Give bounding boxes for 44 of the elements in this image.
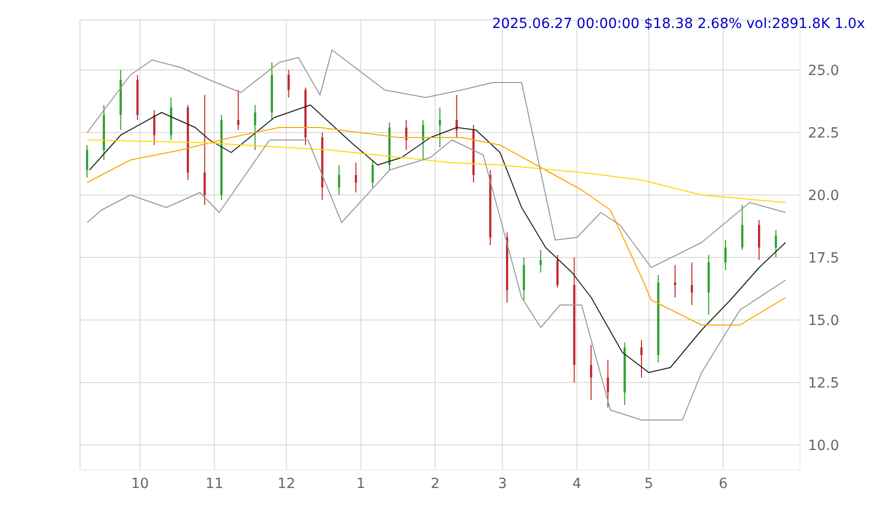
candlestick [590, 344, 592, 400]
candlestick [758, 220, 760, 260]
candlestick [741, 204, 744, 250]
line-series [86, 50, 786, 268]
candlestick [86, 144, 88, 178]
candlestick [690, 262, 693, 306]
candlestick [640, 340, 643, 378]
candlestick [288, 70, 290, 98]
y-tick-label: 15.0 [808, 312, 840, 329]
line-series [86, 140, 786, 420]
x-tick-label: 11 [205, 476, 224, 492]
candlestick [674, 264, 676, 298]
candlestick [153, 110, 156, 146]
line-series [86, 140, 786, 203]
candlestick [438, 107, 441, 148]
line-series [89, 104, 786, 373]
candlestick [724, 240, 727, 270]
x-tick-label: 5 [644, 476, 654, 492]
chart-title: 2025.06.27 00:00:00 $18.38 2.68% vol:2891.8K 1.0x [492, 16, 865, 32]
line-series [86, 127, 786, 326]
candlestick [405, 120, 408, 150]
candlestick [606, 360, 609, 408]
x-tick-label: 6 [718, 476, 728, 492]
y-tick-label: 22.5 [808, 125, 840, 142]
x-tick-label: 1 [356, 476, 366, 492]
y-tick-label: 17.5 [808, 250, 840, 266]
candlestick [254, 104, 256, 150]
candlestick [237, 90, 240, 130]
y-tick-label: 25.0 [808, 62, 840, 79]
x-tick-label: 4 [572, 476, 582, 492]
candlestick [204, 94, 206, 206]
x-tick-label: 3 [498, 476, 507, 492]
y-tick-label: 12.5 [808, 375, 840, 392]
candlestick [372, 160, 374, 188]
x-tick-label: 12 [277, 476, 296, 492]
candlestick [338, 164, 340, 196]
y-tick-label: 10.0 [808, 438, 840, 454]
candlestick [456, 94, 458, 138]
x-tick-label: 2 [430, 476, 440, 492]
candlestick [354, 162, 357, 193]
candlestick [774, 230, 777, 258]
y-tick-label: 20.0 [808, 188, 840, 204]
x-tick-label: 10 [131, 476, 149, 492]
candlestick [540, 250, 542, 273]
